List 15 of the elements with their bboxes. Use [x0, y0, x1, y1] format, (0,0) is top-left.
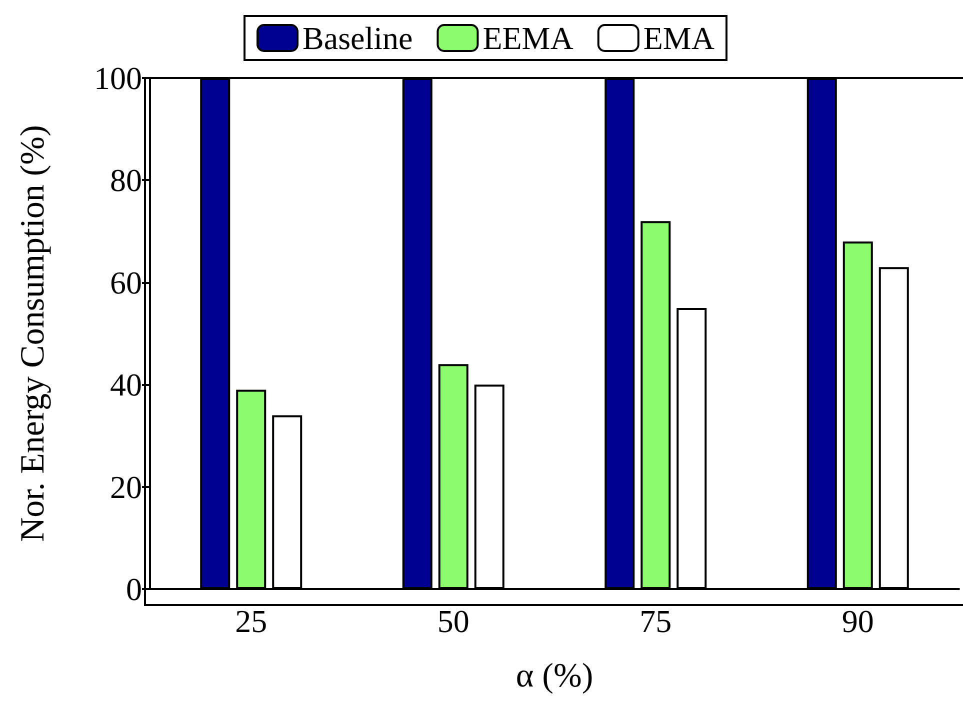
x-tick-label: 90 [842, 603, 874, 639]
legend-label: EEMA [482, 20, 574, 56]
y-tick-label: 60 [110, 264, 142, 300]
x-axis-title: α (%) [516, 658, 594, 694]
y-tick-label: 40 [110, 366, 142, 403]
x-tick-label: 50 [437, 603, 470, 639]
y-tick-label: 80 [110, 162, 142, 198]
y-tick-label: 100 [94, 60, 142, 96]
y-tick-label: 20 [110, 468, 142, 505]
y-axis-title: Nor. Energy Consumption (%) [14, 125, 52, 542]
y-tick-label: 0 [126, 571, 142, 607]
legend-label: Baseline [302, 20, 413, 56]
legend-label: EMA [643, 20, 714, 56]
x-tick-label: 75 [640, 603, 672, 639]
x-tick-label: 25 [235, 603, 268, 639]
